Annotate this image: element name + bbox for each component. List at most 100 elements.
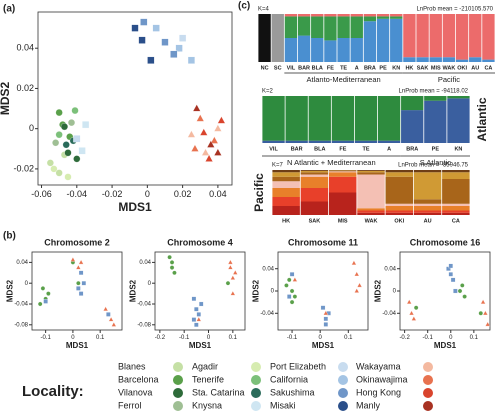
x-axis-label: MDS1 xyxy=(118,200,152,214)
bar-segment xyxy=(300,174,329,177)
point xyxy=(55,109,63,117)
bar-segment xyxy=(337,14,350,17)
point xyxy=(108,316,114,322)
legend-label: Port Elizabeth xyxy=(270,361,326,371)
legend-label: Tenerife xyxy=(192,374,224,384)
point xyxy=(320,305,326,310)
point xyxy=(52,139,60,147)
point xyxy=(76,286,81,291)
bar-segment xyxy=(376,18,390,62)
category-label: KN xyxy=(392,65,400,71)
point xyxy=(187,130,196,138)
x-tick-label: -0.04 xyxy=(67,189,88,199)
legend-swatch xyxy=(251,388,261,398)
bar-segment xyxy=(442,14,456,58)
bar-segment xyxy=(401,96,424,111)
point xyxy=(485,321,491,327)
legend-swatch xyxy=(173,388,183,398)
category-label: BLA xyxy=(312,65,323,71)
x-tick-label: -0.2 xyxy=(399,335,410,341)
category-label: AU xyxy=(471,65,479,71)
x-tick-label: -0.1 xyxy=(40,335,51,341)
legend-label: Misaki xyxy=(270,400,296,410)
point xyxy=(232,269,238,275)
bar-segment xyxy=(403,57,416,62)
bar-segment xyxy=(337,38,350,62)
point xyxy=(161,38,169,46)
bar-segment xyxy=(385,212,414,215)
group-label: N Atlantic + Mediterranean xyxy=(287,158,376,167)
x-tick-label: 0.1 xyxy=(229,335,238,341)
bar-segment xyxy=(442,170,470,173)
point xyxy=(478,311,484,316)
x-axis-label: MDS1 xyxy=(189,341,212,350)
point xyxy=(289,288,295,294)
y-tick-label: -0.08 xyxy=(137,322,151,328)
x-tick-label: 0.02 xyxy=(174,189,192,199)
bar-segment xyxy=(357,212,385,215)
point xyxy=(78,259,84,265)
bar-segment xyxy=(357,172,385,175)
point xyxy=(73,155,81,163)
bar-segment xyxy=(413,199,442,204)
y-tick-label: 0.04 xyxy=(139,260,151,266)
bar-segment xyxy=(482,59,495,62)
y-tick-label: -0.04 xyxy=(260,311,274,317)
legend-swatch xyxy=(338,375,348,385)
point xyxy=(191,296,197,302)
y-tick-label: 0 xyxy=(148,281,152,287)
point xyxy=(323,316,329,322)
bar-segment xyxy=(416,14,429,58)
category-label: SAK xyxy=(417,65,429,71)
point xyxy=(60,123,69,131)
x-tick-label: 0 xyxy=(207,335,211,341)
k-label: K=2 xyxy=(262,89,274,95)
point xyxy=(411,316,417,321)
x-axis-label: MDS1 xyxy=(312,341,335,350)
x-tick-label: 0.1 xyxy=(470,335,479,341)
point xyxy=(75,264,81,270)
bar-segment xyxy=(297,14,311,17)
legend-swatch xyxy=(338,362,348,372)
x-tick-label: 0 xyxy=(145,189,150,199)
bar-segment xyxy=(357,174,385,209)
point xyxy=(354,271,360,277)
category-label: PE xyxy=(379,65,387,71)
bar-segment xyxy=(442,210,470,213)
legend-swatch xyxy=(338,401,348,411)
point xyxy=(286,294,292,299)
bar-segment xyxy=(377,96,401,141)
legend-swatch xyxy=(338,388,348,398)
bar-segment xyxy=(272,188,300,197)
bar-segment xyxy=(403,14,416,58)
bar-segment xyxy=(328,172,357,177)
category-label: BAR xyxy=(298,65,310,71)
point xyxy=(292,277,298,282)
point xyxy=(446,266,451,271)
point xyxy=(408,310,415,316)
point xyxy=(323,310,329,316)
ln-prob: LnProb mean = -210105.570 xyxy=(416,7,493,13)
panel-label: (c) xyxy=(238,1,250,12)
y-tick-label: 0.04 xyxy=(16,43,34,53)
category-label: TE xyxy=(340,65,347,71)
category-label: NC xyxy=(261,65,269,71)
point xyxy=(354,288,360,293)
y-tick-label: 0 xyxy=(25,281,29,287)
category-label: FE xyxy=(327,65,334,71)
bar-segment xyxy=(285,96,308,141)
k-label: K=4 xyxy=(258,7,270,13)
point xyxy=(201,148,210,156)
bar-segment xyxy=(357,210,385,213)
bar-segment xyxy=(385,172,414,177)
bar-segment xyxy=(363,21,377,62)
legend-label: Sakushima xyxy=(270,387,315,397)
bar-segment xyxy=(385,206,414,211)
point xyxy=(169,265,175,270)
point xyxy=(406,299,412,304)
point xyxy=(67,119,76,127)
category-label: VIL xyxy=(269,146,278,152)
legend-swatch xyxy=(173,362,183,372)
legend-label: Barcelona xyxy=(118,374,159,384)
